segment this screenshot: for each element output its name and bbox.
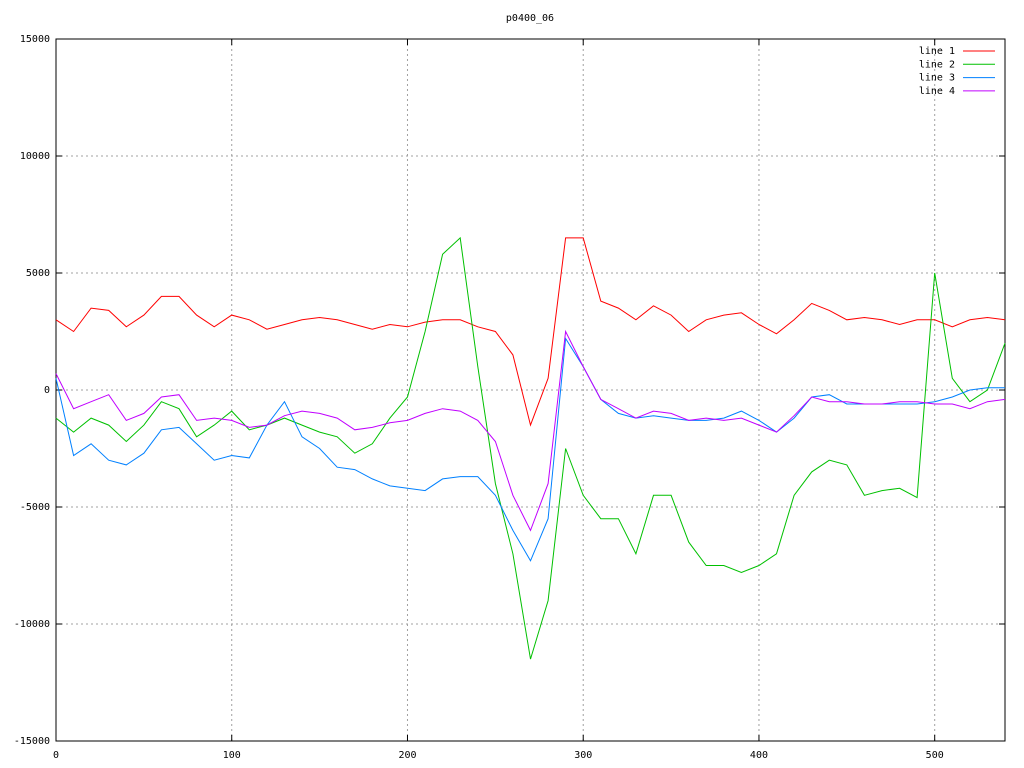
legend-label: line 4 (919, 86, 955, 97)
plot-frame (55, 38, 1006, 742)
x-tick-label: 0 (53, 750, 59, 761)
x-tick-label: 100 (223, 750, 241, 761)
x-tick-label: 500 (926, 750, 944, 761)
y-tick-label: 15000 (20, 34, 50, 45)
series-line (55, 329, 1006, 532)
series-line (55, 236, 1006, 660)
x-tick-label: 300 (574, 750, 592, 761)
legend-label: line 2 (919, 59, 955, 70)
chart-title: p0400_06 (506, 13, 554, 24)
series-line (55, 336, 1005, 562)
legend-label: line 3 (919, 73, 955, 84)
y-tick-label: -5000 (20, 502, 50, 513)
y-tick-label: -15000 (14, 736, 50, 747)
x-tick-label: 400 (750, 750, 768, 761)
series-line (55, 237, 1006, 427)
x-tick-label: 200 (398, 750, 416, 761)
y-tick-label: -10000 (14, 619, 50, 630)
y-tick-label: 10000 (20, 151, 50, 162)
y-tick-label: 0 (44, 385, 50, 396)
legend-label: line 1 (919, 46, 955, 57)
y-tick-label: 5000 (26, 268, 50, 279)
